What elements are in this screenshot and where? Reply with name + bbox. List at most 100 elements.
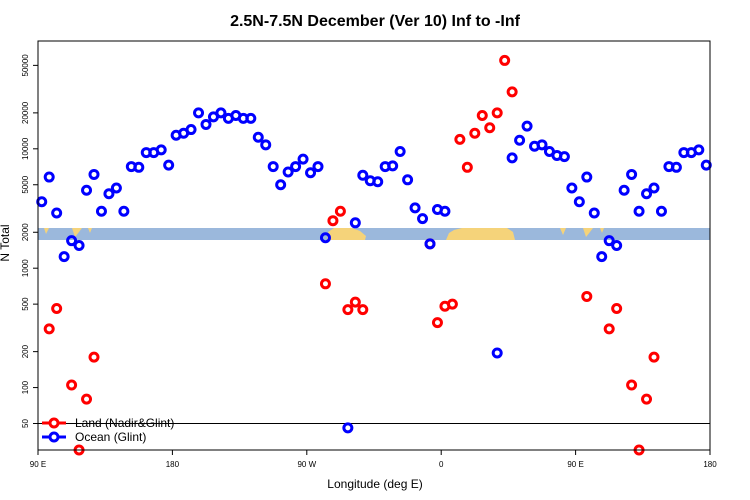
data-point-land: [357, 304, 369, 316]
data-point-land: [349, 296, 361, 308]
data-point-land: [484, 122, 496, 134]
data-point-ocean: [618, 184, 630, 196]
data-point-land: [319, 278, 331, 290]
data-point-land: [51, 302, 63, 314]
y-tick-label: 10000: [21, 137, 30, 160]
ocean-band: [38, 228, 710, 240]
data-point-ocean: [491, 347, 503, 359]
y-tick-label: 50: [21, 419, 30, 428]
data-point-ocean: [424, 238, 436, 250]
x-tick-label: 180: [166, 460, 180, 469]
data-point-ocean: [73, 239, 85, 251]
y-tick-label: 20000: [21, 101, 30, 124]
data-point-land: [327, 215, 339, 227]
data-point-ocean: [558, 151, 570, 163]
data-point-ocean: [319, 232, 331, 244]
data-point-ocean: [133, 161, 145, 173]
y-tick-label: 50000: [21, 54, 30, 77]
x-tick-label: 90 E: [567, 460, 583, 469]
data-point-ocean: [163, 159, 175, 171]
data-point-ocean: [626, 168, 638, 180]
legend-item-ocean: Ocean (Glint): [42, 430, 146, 444]
data-point-ocean: [573, 196, 585, 208]
data-point-land: [431, 317, 443, 329]
data-point-ocean: [103, 188, 115, 200]
data-point-land: [342, 304, 354, 316]
legend-item-land: Land (Nadir&Glint): [42, 416, 174, 430]
land-patch-asia-6: [600, 228, 604, 233]
data-point-ocean: [536, 139, 548, 151]
data-point-ocean: [641, 188, 653, 200]
series-land: [43, 54, 660, 456]
data-point-ocean: [193, 107, 205, 119]
x-tick-label: 0: [439, 460, 444, 469]
y-tick-label: 2000: [21, 223, 30, 241]
data-point-land: [641, 393, 653, 405]
data-point-ocean: [282, 166, 294, 178]
data-point-ocean: [43, 171, 55, 183]
data-point-ocean: [342, 422, 354, 434]
land-patch-asia-3: [88, 228, 92, 233]
data-point-ocean: [81, 184, 93, 196]
data-point-land: [446, 298, 458, 310]
y-tick-label: 5000: [21, 175, 30, 193]
data-point-ocean: [372, 176, 384, 188]
data-point-ocean: [252, 131, 264, 143]
data-point-ocean: [670, 161, 682, 173]
plot-frame: [37, 40, 711, 451]
data-point-land: [81, 393, 93, 405]
land-patch-asia-5: [583, 228, 593, 237]
data-point-ocean: [655, 205, 667, 217]
data-point-land: [581, 290, 593, 302]
chart-title: 2.5N-7.5N December (Ver 10) Inf to -Inf: [230, 13, 521, 30]
y-tick-label: 500: [21, 297, 30, 311]
x-tick-label: 90 E: [30, 460, 46, 469]
data-point-land: [454, 133, 466, 145]
x-tick-label: 90 W: [297, 460, 316, 469]
data-point-ocean: [51, 207, 63, 219]
data-point-ocean: [260, 139, 272, 151]
legend-label-ocean: Ocean (Glint): [75, 430, 146, 444]
data-point-land: [469, 127, 481, 139]
data-point-land: [491, 107, 503, 119]
data-point-ocean: [36, 196, 48, 208]
data-point-ocean: [349, 217, 361, 229]
data-point-land: [66, 379, 78, 391]
data-point-land: [88, 351, 100, 363]
data-point-ocean: [648, 182, 660, 194]
data-point-ocean: [514, 134, 526, 146]
legend: Land (Nadir&Glint) Ocean (Glint): [42, 416, 174, 444]
series-ocean: [36, 107, 712, 434]
x-tick-label: 180: [703, 460, 717, 469]
data-point-ocean: [118, 205, 130, 217]
legend-label-land: Land (Nadir&Glint): [75, 416, 174, 430]
data-point-land: [648, 351, 660, 363]
land-patch-asia-2: [72, 228, 82, 237]
data-point-ocean: [155, 144, 167, 156]
land-patch-america: [327, 228, 366, 240]
data-point-ocean: [357, 169, 369, 181]
data-point-ocean: [700, 159, 712, 171]
y-tick-label: 100: [21, 380, 30, 394]
data-point-ocean: [521, 120, 533, 132]
data-point-land: [43, 323, 55, 335]
data-point-ocean: [566, 182, 578, 194]
data-point-ocean: [245, 112, 257, 124]
data-point-ocean: [185, 124, 197, 136]
data-point-land: [626, 379, 638, 391]
data-point-ocean: [58, 251, 70, 263]
data-point-ocean: [633, 205, 645, 217]
data-point-land: [506, 86, 518, 98]
data-point-ocean: [439, 205, 451, 217]
land-ocean-strip: [38, 228, 710, 240]
data-point-ocean: [95, 205, 107, 217]
data-point-ocean: [603, 235, 615, 247]
data-point-land: [611, 302, 623, 314]
data-point-ocean: [297, 153, 309, 165]
data-point-ocean: [506, 152, 518, 164]
data-point-ocean: [275, 179, 287, 191]
data-point-land: [603, 323, 615, 335]
data-point-ocean: [66, 235, 78, 247]
data-point-ocean: [312, 161, 324, 173]
